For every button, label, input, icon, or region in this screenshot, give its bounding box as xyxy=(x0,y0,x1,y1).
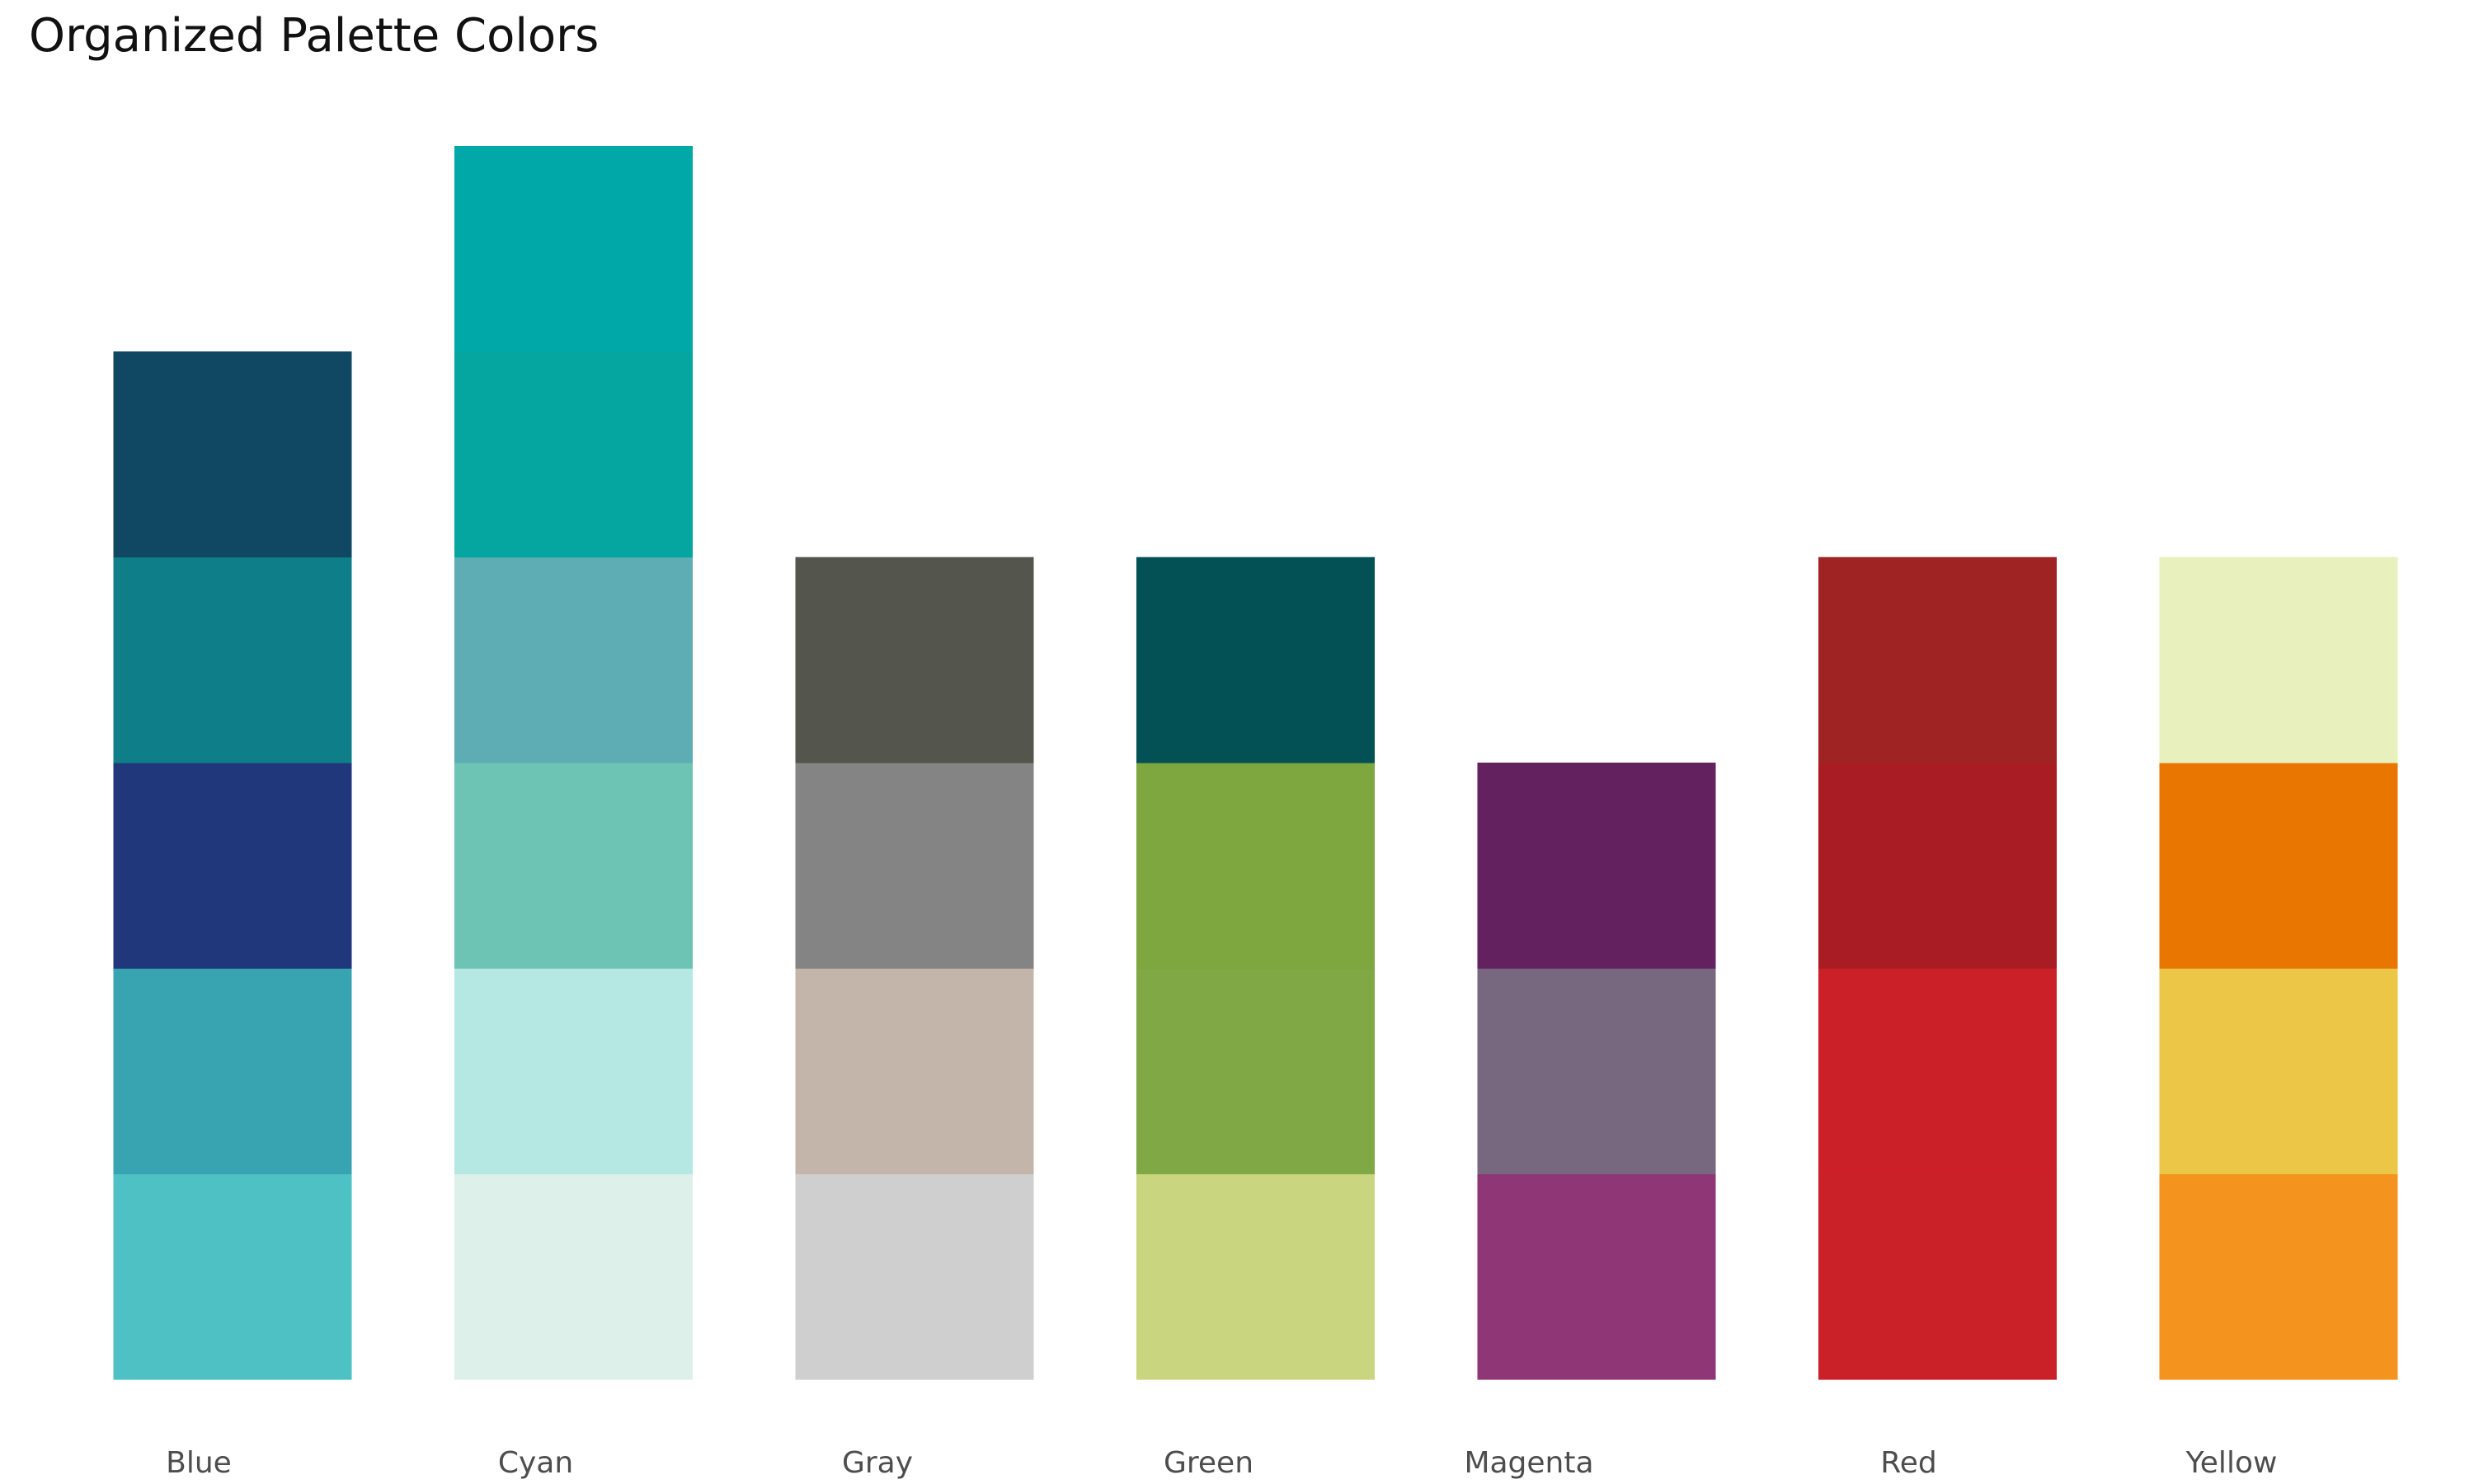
bar-stack-cyan xyxy=(454,146,693,1380)
x-tick-labels: Blue Cyan Gray Green Magenta Red Yellow xyxy=(166,1446,2277,1480)
bar-segment-cyan-2 xyxy=(454,968,693,1175)
x-tick-label-green: Green xyxy=(1164,1446,1253,1480)
x-tick-label-gray: Gray xyxy=(842,1446,913,1480)
x-tick-label-magenta: Magenta xyxy=(1464,1446,1593,1480)
bar-segment-yellow-3 xyxy=(2159,763,2398,969)
bar-segment-red-2 xyxy=(1818,968,2057,1175)
bar-segment-cyan-6 xyxy=(454,146,693,352)
bar-segment-yellow-2 xyxy=(2159,968,2398,1175)
bar-segment-green-3 xyxy=(1136,763,1375,969)
bar-stack-gray xyxy=(795,556,1034,1380)
bar-segment-blue-1 xyxy=(113,1173,352,1380)
bar-segment-blue-2 xyxy=(113,968,352,1175)
bar-segment-cyan-5 xyxy=(454,351,693,558)
bar-stack-red xyxy=(1818,556,2057,1380)
bar-segment-red-3 xyxy=(1818,763,2057,969)
bars-layer xyxy=(113,146,2398,1380)
bar-segment-yellow-1 xyxy=(2159,1173,2398,1380)
bar-segment-red-1 xyxy=(1818,1173,2057,1380)
bar-segment-green-4 xyxy=(1136,556,1375,763)
bar-stack-magenta xyxy=(1477,763,1716,1380)
bar-segment-gray-2 xyxy=(795,968,1034,1175)
bar-segment-green-2 xyxy=(1136,968,1375,1175)
bar-stack-yellow xyxy=(2159,556,2398,1380)
x-tick-label-yellow: Yellow xyxy=(2185,1446,2278,1480)
bar-segment-blue-3 xyxy=(113,763,352,969)
x-tick-label-blue: Blue xyxy=(166,1446,232,1480)
x-tick-label-red: Red xyxy=(1880,1446,1936,1480)
bar-segment-gray-3 xyxy=(795,763,1034,969)
bar-segment-blue-4 xyxy=(113,556,352,763)
bar-segment-cyan-1 xyxy=(454,1173,693,1380)
bar-stack-blue xyxy=(113,351,352,1380)
bar-segment-green-1 xyxy=(1136,1173,1375,1380)
bar-segment-yellow-4 xyxy=(2159,556,2398,763)
bar-segment-magenta-3 xyxy=(1477,763,1716,969)
bar-segment-cyan-3 xyxy=(454,763,693,969)
bar-segment-magenta-2 xyxy=(1477,968,1716,1175)
chart-title: Organized Palette Colors xyxy=(29,9,599,63)
bar-segment-cyan-4 xyxy=(454,556,693,763)
x-tick-label-cyan: Cyan xyxy=(498,1446,573,1480)
bar-segment-gray-4 xyxy=(795,556,1034,763)
bar-segment-magenta-1 xyxy=(1477,1173,1716,1380)
bar-segment-red-4 xyxy=(1818,556,2057,763)
bar-segment-gray-1 xyxy=(795,1173,1034,1380)
bar-stack-green xyxy=(1136,556,1375,1380)
bar-segment-blue-5 xyxy=(113,351,352,558)
